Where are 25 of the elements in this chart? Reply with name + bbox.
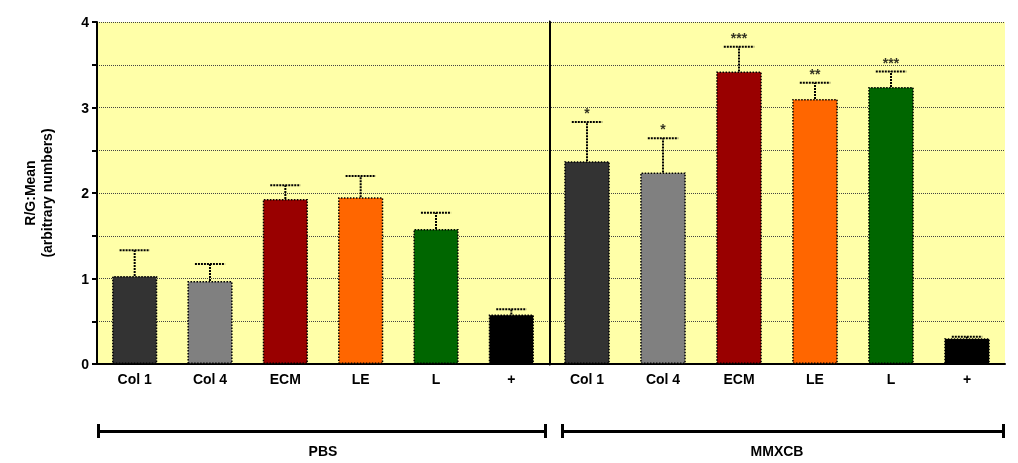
x-tick-label: Col 1 bbox=[569, 371, 605, 387]
y-tick-label: 4 bbox=[81, 14, 90, 30]
x-tick-label: L bbox=[886, 371, 896, 387]
data-label: *** bbox=[730, 29, 748, 46]
x-tick-label: + bbox=[962, 371, 972, 387]
x-tick-label: + bbox=[507, 371, 516, 387]
data-label: * bbox=[660, 121, 667, 138]
x-tick-label: LE bbox=[351, 371, 370, 387]
data-label: ** bbox=[809, 65, 821, 82]
y-tick-label: 2 bbox=[81, 185, 90, 201]
x-tick-label: LE bbox=[806, 371, 824, 387]
x-axis-title: PBS bbox=[308, 443, 338, 459]
x-tick-label: Col 4 bbox=[645, 371, 681, 387]
y-axis-title: R/G:Mean (arbitrary numbers) bbox=[21, 128, 55, 258]
x-tick-label: L bbox=[431, 371, 441, 387]
y-tick-label: 1 bbox=[81, 270, 90, 287]
x-tick-label: Col 4 bbox=[192, 371, 228, 387]
x-axis-title: MMXCB bbox=[750, 443, 804, 459]
data-label: * bbox=[584, 105, 591, 122]
x-tick-label: Col 1 bbox=[117, 371, 152, 387]
x-tick-label: ECM bbox=[723, 371, 755, 387]
y-tick-label: 0 bbox=[81, 356, 90, 372]
data-label: *** bbox=[882, 54, 900, 71]
x-tick-label: ECM bbox=[269, 371, 301, 387]
y-tick-label: 3 bbox=[81, 99, 90, 116]
